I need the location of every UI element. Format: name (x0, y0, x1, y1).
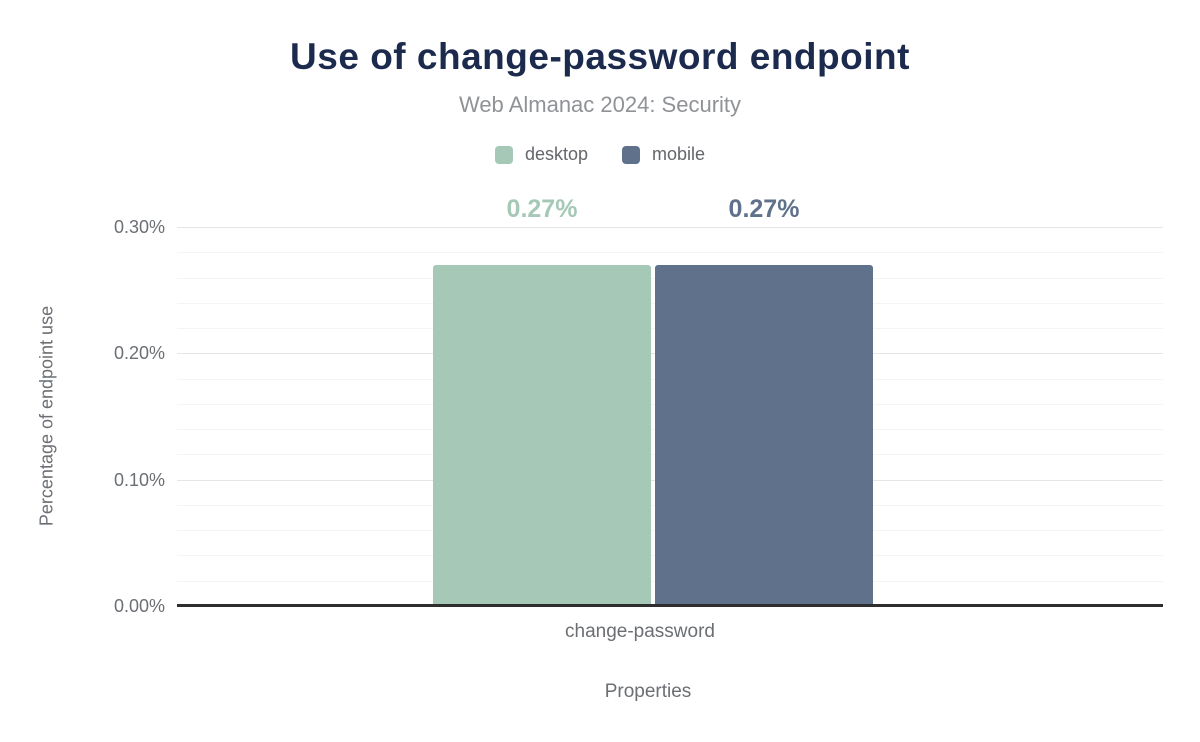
value-label-mobile: 0.27% (728, 195, 800, 223)
grid-line-major (177, 227, 1163, 228)
legend: desktop mobile (0, 144, 1200, 165)
chart-title: Use of change-password endpoint (290, 36, 910, 77)
x-axis-line (177, 604, 1163, 607)
x-tick-label: change-password (565, 621, 715, 642)
legend-item-mobile[interactable]: mobile (622, 144, 705, 165)
y-axis-ticks: 0.00% 0.10% 0.20% 0.30% (0, 217, 165, 616)
x-axis-title: Properties (604, 681, 692, 702)
desktop-swatch-icon (494, 145, 513, 164)
y-tick-label: 0.10% (113, 470, 165, 490)
bar-mobile[interactable] (655, 265, 873, 606)
bar-desktop[interactable] (433, 265, 651, 606)
plot-area (177, 227, 1163, 607)
y-tick-label: 0.20% (113, 343, 165, 363)
chart-subtitle: Web Almanac 2024: Security (458, 92, 742, 117)
grid-line-minor (177, 252, 1163, 253)
y-tick-label: 0.00% (113, 596, 165, 616)
y-tick-label: 0.30% (113, 217, 165, 237)
legend-item-desktop[interactable]: desktop (494, 144, 588, 165)
mobile-swatch-icon (622, 145, 640, 164)
legend-label-mobile: mobile (652, 144, 706, 164)
value-label-desktop: 0.27% (506, 195, 578, 223)
legend-label-desktop: desktop (524, 144, 588, 164)
